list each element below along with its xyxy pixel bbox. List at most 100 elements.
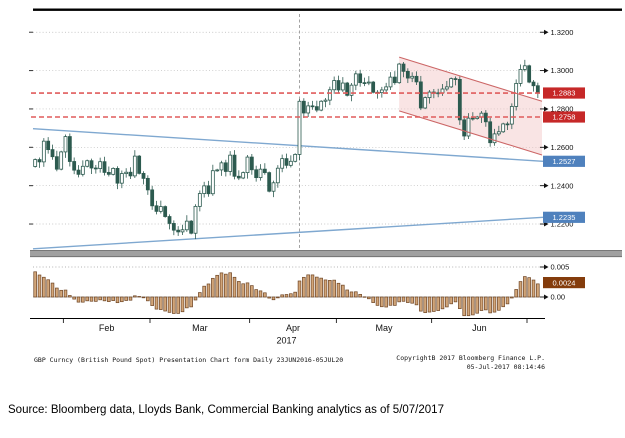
- candle-body: [115, 168, 120, 184]
- histogram-bar: [466, 296, 471, 317]
- histogram-bar: [458, 296, 462, 310]
- candle-body: [488, 121, 493, 144]
- candle-body: [102, 161, 107, 173]
- histogram-bar: [219, 272, 224, 298]
- histogram-bar: [146, 296, 150, 302]
- channel-bottom: [399, 110, 543, 156]
- candle-body: [457, 79, 462, 121]
- histogram-bar: [193, 296, 198, 301]
- price-tick-label: 1.3000: [551, 66, 574, 75]
- histogram-bar: [63, 289, 68, 298]
- candle-body: [223, 162, 228, 172]
- candle-body: [483, 112, 488, 123]
- candle-body: [228, 154, 233, 172]
- histogram-bar: [81, 296, 85, 303]
- histogram-bar: [163, 296, 167, 312]
- candle-body: [197, 193, 202, 207]
- histogram-bar: [263, 292, 267, 298]
- candle-body: [89, 160, 94, 169]
- histogram-bar: [427, 296, 432, 313]
- level-badge: [543, 277, 585, 289]
- candle-body: [241, 172, 246, 179]
- histogram-bar: [436, 296, 440, 311]
- tick-arrow-icon: [544, 29, 549, 35]
- histogram-bar: [518, 281, 523, 298]
- year-label: 2017: [276, 336, 296, 346]
- candle-body: [85, 160, 90, 167]
- tick-arrow-icon: [544, 183, 549, 189]
- histogram-bar: [293, 291, 297, 298]
- trendline-ascending-support: [32, 216, 544, 250]
- candle-body: [301, 100, 306, 114]
- candle-body: [462, 119, 467, 137]
- histogram-bar: [124, 296, 128, 301]
- candle-body: [397, 63, 402, 84]
- histogram-bar: [59, 289, 63, 298]
- candle-body: [518, 69, 523, 84]
- price-tick-label: 1.2800: [551, 105, 574, 114]
- histogram-bar: [341, 284, 345, 298]
- candle-body: [50, 149, 55, 158]
- candle-body: [505, 123, 510, 126]
- candle-body: [184, 220, 189, 231]
- histogram-bar: [401, 296, 406, 302]
- candle-body: [275, 167, 280, 184]
- histogram-bar: [89, 296, 94, 302]
- histogram-bar: [479, 296, 484, 311]
- histogram-bar: [94, 296, 98, 302]
- candle-body: [336, 80, 341, 91]
- histogram-bar: [475, 296, 479, 314]
- candle-body: [180, 229, 185, 233]
- candle-body: [535, 85, 540, 94]
- histogram-bar: [284, 294, 289, 298]
- candle-body: [271, 182, 276, 192]
- histogram-bar: [228, 272, 232, 298]
- histogram-bar: [141, 296, 146, 299]
- candle-body: [492, 133, 497, 144]
- candle-body: [388, 76, 393, 88]
- histogram-bar: [85, 296, 89, 302]
- histogram-bar: [345, 289, 349, 298]
- candle-body: [158, 206, 163, 212]
- histogram-bar: [514, 289, 518, 298]
- price-tick-label: 1.2400: [551, 181, 574, 190]
- histogram-bar: [159, 296, 163, 310]
- candle-body: [522, 65, 527, 70]
- source-note: Source: Bloomberg data, Lloyds Bank, Com…: [8, 404, 444, 416]
- histogram-bar: [215, 274, 219, 298]
- candle-body: [332, 80, 337, 91]
- histogram-bar: [367, 296, 371, 300]
- candle-body: [59, 151, 64, 170]
- histogram-bar: [484, 296, 488, 311]
- channel-fill: [399, 57, 542, 155]
- candle-body: [33, 159, 38, 167]
- histogram-bar: [289, 293, 293, 298]
- histogram-bar: [250, 285, 254, 298]
- histogram-bar: [33, 271, 37, 298]
- candle-body: [280, 158, 285, 169]
- level-badge: [543, 87, 585, 99]
- candle-body: [531, 81, 536, 87]
- tick-arrow-icon: [544, 106, 549, 112]
- candle-body: [293, 153, 298, 162]
- histogram-bar: [297, 280, 302, 298]
- hist-tick-label: 0.005: [551, 263, 570, 272]
- histogram-bar: [358, 293, 362, 298]
- candle-body: [405, 70, 410, 79]
- histogram-bar: [319, 277, 323, 298]
- candle-body: [41, 140, 46, 163]
- candle-body: [171, 223, 176, 231]
- histogram-bar: [50, 282, 55, 298]
- histogram-bar: [531, 279, 536, 298]
- tick-arrow-icon: [544, 144, 549, 150]
- candle-body: [236, 175, 241, 179]
- candle-body: [314, 106, 319, 111]
- candle-body: [284, 158, 289, 166]
- candle-body: [466, 117, 471, 137]
- histogram-bar: [46, 279, 50, 298]
- histogram-bar: [128, 296, 133, 301]
- candle-body: [76, 169, 81, 175]
- level-badge-label: 1.2527: [553, 157, 576, 166]
- candle-body: [72, 161, 77, 171]
